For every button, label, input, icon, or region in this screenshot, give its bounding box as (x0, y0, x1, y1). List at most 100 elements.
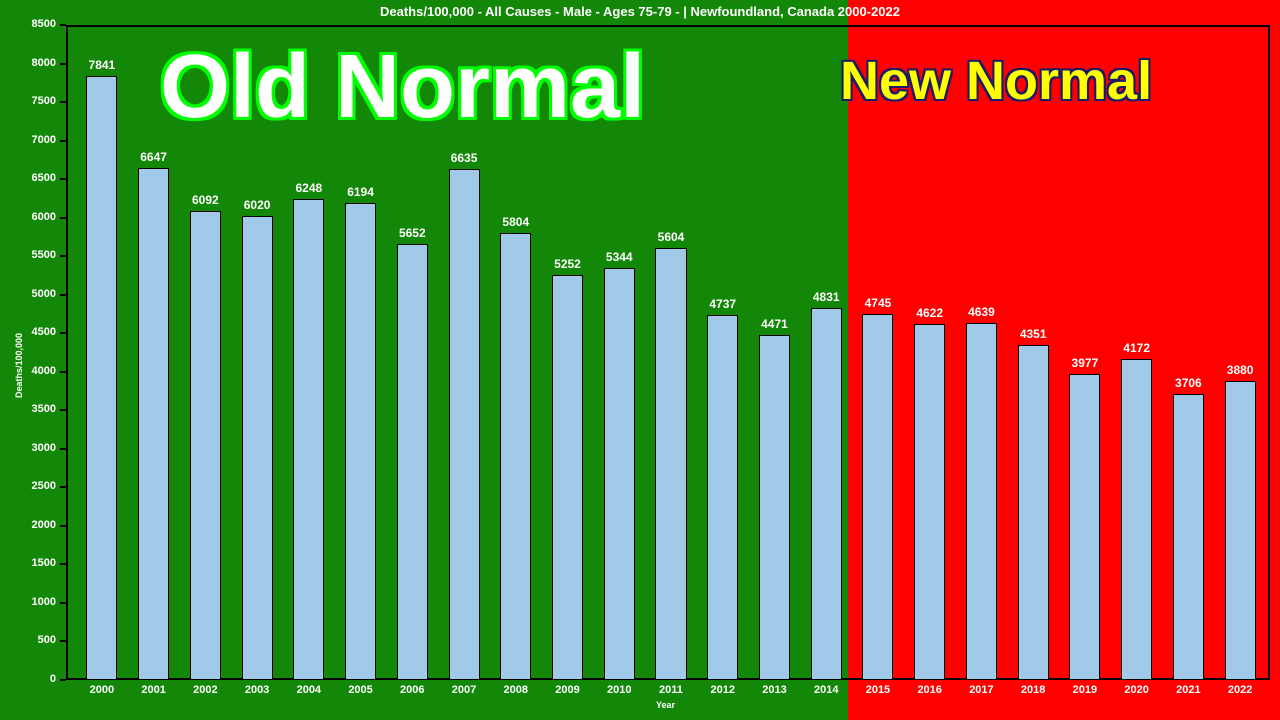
y-tick-label: 3000 (0, 442, 56, 454)
y-tick-label: 4000 (0, 365, 56, 377)
x-tick-label: 2004 (283, 684, 335, 696)
data-bar (1121, 359, 1152, 680)
y-tick-mark (60, 178, 66, 180)
y-tick-mark (60, 24, 66, 26)
bar-value-label: 7841 (76, 58, 128, 72)
y-tick-label: 6500 (0, 172, 56, 184)
y-tick-mark (60, 371, 66, 373)
data-bar (86, 76, 117, 680)
y-tick-mark (60, 525, 66, 527)
bar-value-label: 6092 (179, 193, 231, 207)
bar-value-label: 6194 (335, 185, 387, 199)
y-tick-mark (60, 486, 66, 488)
bar-value-label: 4622 (904, 306, 956, 320)
y-tick-mark (60, 332, 66, 334)
x-tick-label: 2017 (956, 684, 1008, 696)
bar-value-label: 4471 (749, 317, 801, 331)
data-bar (1069, 374, 1100, 680)
x-tick-label: 2018 (1007, 684, 1059, 696)
chart-canvas: Deaths/100,000 - All Causes - Male - Age… (0, 0, 1280, 720)
chart-title: Deaths/100,000 - All Causes - Male - Age… (0, 4, 1280, 19)
data-bar (862, 314, 893, 680)
y-tick-label: 1000 (0, 596, 56, 608)
data-bar (552, 275, 583, 680)
y-tick-label: 6000 (0, 211, 56, 223)
y-tick-mark (60, 448, 66, 450)
data-bar (914, 324, 945, 680)
y-tick-mark (60, 140, 66, 142)
y-tick-label: 7000 (0, 134, 56, 146)
data-bar (1225, 381, 1256, 680)
y-tick-label: 0 (0, 673, 56, 685)
x-tick-label: 2008 (490, 684, 542, 696)
data-bar (138, 168, 169, 680)
bar-value-label: 5252 (542, 257, 594, 271)
x-tick-label: 2013 (749, 684, 801, 696)
data-bar (1173, 394, 1204, 680)
data-bar (811, 308, 842, 680)
data-bar (242, 216, 273, 680)
x-tick-label: 2012 (697, 684, 749, 696)
x-tick-label: 2022 (1214, 684, 1266, 696)
x-tick-label: 2014 (800, 684, 852, 696)
data-bar (655, 248, 686, 680)
x-tick-label: 2020 (1111, 684, 1163, 696)
x-tick-label: 2011 (645, 684, 697, 696)
y-tick-label: 5000 (0, 288, 56, 300)
data-bar (966, 323, 997, 680)
data-bar (500, 233, 531, 680)
bar-value-label: 6020 (231, 198, 283, 212)
x-axis-title: Year (656, 700, 675, 710)
x-tick-label: 2002 (179, 684, 231, 696)
x-tick-label: 2019 (1059, 684, 1111, 696)
x-tick-label: 2006 (386, 684, 438, 696)
data-bar (707, 315, 738, 680)
y-tick-mark (60, 409, 66, 411)
old-normal-text: Old Normal (160, 36, 645, 139)
bar-value-label: 3706 (1163, 376, 1215, 390)
x-tick-label: 2015 (852, 684, 904, 696)
bar-value-label: 3977 (1059, 356, 1111, 370)
bar-value-label: 6248 (283, 181, 335, 195)
data-bar (190, 211, 221, 680)
data-bar (293, 199, 324, 680)
bar-value-label: 4172 (1111, 341, 1163, 355)
x-tick-label: 2016 (904, 684, 956, 696)
x-tick-label: 2007 (438, 684, 490, 696)
data-bar (345, 203, 376, 680)
x-tick-label: 2010 (593, 684, 645, 696)
y-tick-label: 3500 (0, 403, 56, 415)
y-tick-label: 4500 (0, 326, 56, 338)
x-tick-label: 2001 (128, 684, 180, 696)
y-tick-label: 2000 (0, 519, 56, 531)
x-tick-label: 2000 (76, 684, 128, 696)
bar-value-label: 3880 (1214, 363, 1266, 377)
y-tick-label: 8000 (0, 57, 56, 69)
y-tick-label: 5500 (0, 249, 56, 261)
y-tick-mark (60, 602, 66, 604)
y-tick-label: 500 (0, 634, 56, 646)
bar-value-label: 5604 (645, 230, 697, 244)
data-bar (449, 169, 480, 680)
new-normal-text: New Normal (840, 50, 1152, 112)
bar-value-label: 6635 (438, 151, 490, 165)
y-tick-mark (60, 101, 66, 103)
bar-value-label: 5344 (593, 250, 645, 264)
y-tick-mark (60, 255, 66, 257)
y-tick-mark (60, 63, 66, 65)
x-tick-label: 2003 (231, 684, 283, 696)
bar-value-label: 4639 (956, 305, 1008, 319)
data-bar (604, 268, 635, 680)
y-tick-mark (60, 217, 66, 219)
y-tick-mark (60, 679, 66, 681)
y-tick-label: 1500 (0, 557, 56, 569)
y-tick-mark (60, 563, 66, 565)
x-tick-label: 2009 (542, 684, 594, 696)
x-tick-label: 2021 (1163, 684, 1215, 696)
y-tick-label: 7500 (0, 95, 56, 107)
data-bar (397, 244, 428, 680)
bar-value-label: 4831 (800, 290, 852, 304)
x-tick-label: 2005 (335, 684, 387, 696)
bar-value-label: 4745 (852, 296, 904, 310)
y-tick-mark (60, 640, 66, 642)
